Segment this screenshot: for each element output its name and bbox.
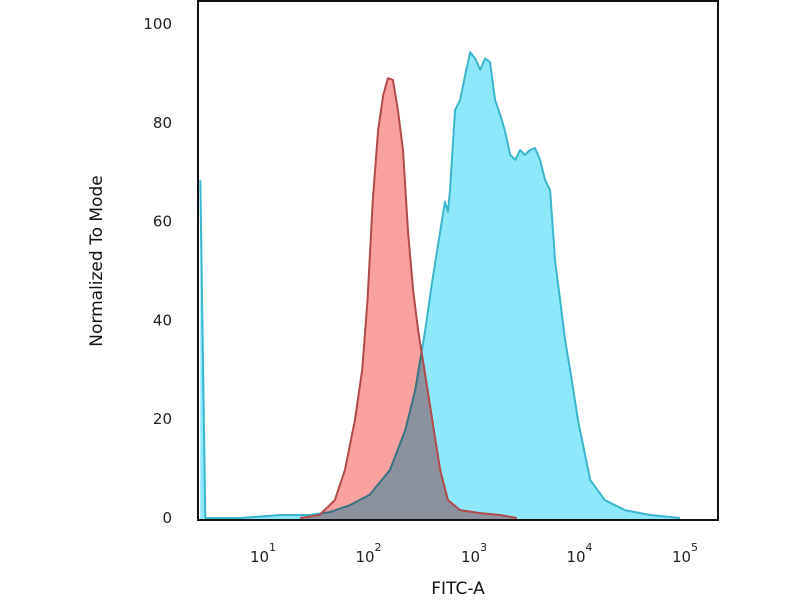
x-tick-exponent: 3 (480, 541, 487, 554)
series-1-line (300, 77, 517, 519)
y-axis-label: Normalized To Mode (87, 175, 107, 346)
x-tick-exponent: 5 (691, 541, 698, 554)
y-tick-label: 0 (162, 509, 172, 527)
series-0-area (200, 52, 681, 519)
x-tick-label: 10 (250, 548, 269, 566)
x-tick-label: 10 (356, 548, 375, 566)
y-tick-label: 40 (153, 311, 172, 329)
y-tick-label: 60 (153, 213, 172, 231)
y-axis-ticks: 0 20 40 60 80 100 (143, 15, 172, 527)
y-tick-label: 20 (153, 410, 172, 428)
x-tick-label: 10 (567, 548, 586, 566)
x-tick-label: 10 (461, 548, 480, 566)
series-layer (199, 51, 681, 520)
x-tick-exponent: 4 (586, 541, 593, 554)
plot-frame (197, 0, 719, 521)
y-tick-label: 100 (143, 15, 172, 33)
x-tick-exponent: 1 (269, 541, 276, 554)
x-axis-label: FITC-A (431, 579, 485, 599)
y-tick-label: 80 (153, 114, 172, 132)
series-1-area (300, 78, 517, 520)
x-tick-label: 10 (672, 548, 691, 566)
x-tick-exponent: 2 (375, 541, 382, 554)
